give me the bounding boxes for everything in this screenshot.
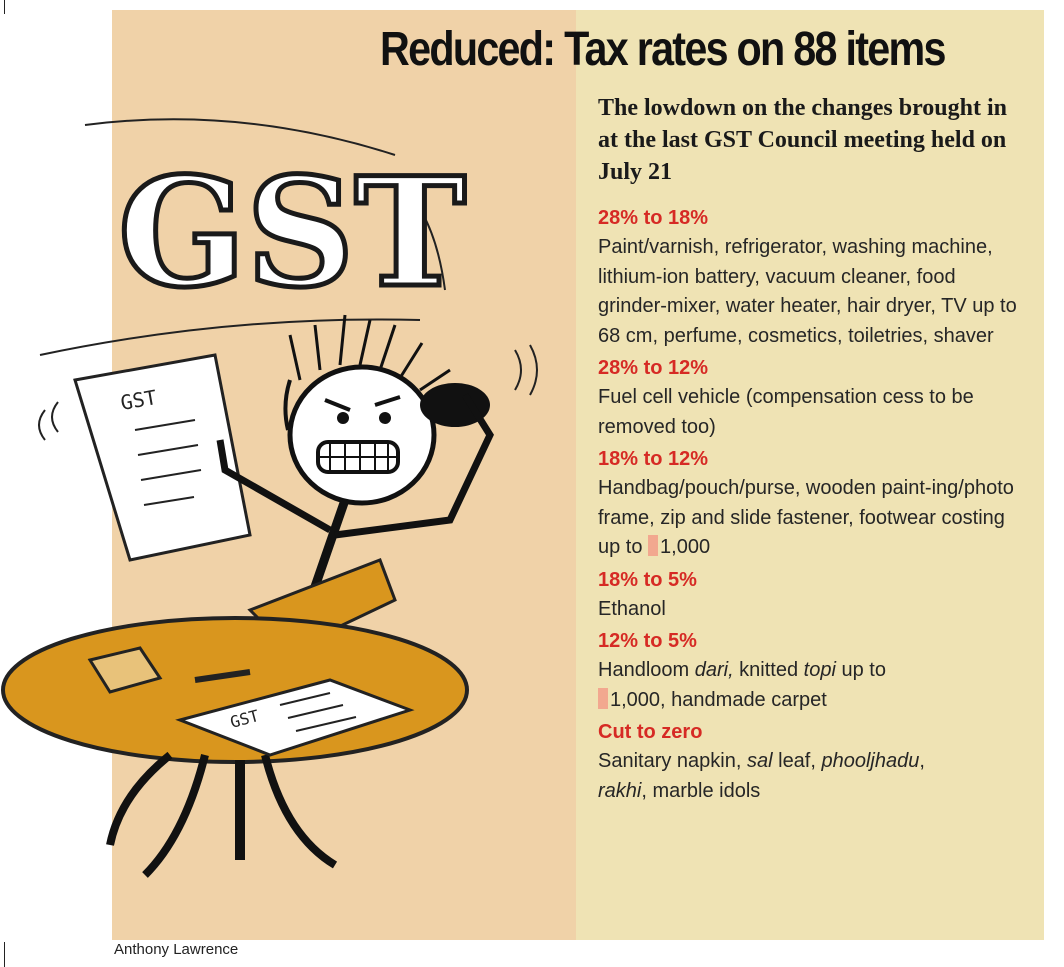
crop-mark-bottom [4,942,5,967]
section-18-to-5: 18% to 5% Ethanol [598,566,1028,625]
items-text: knitted [733,659,804,681]
section-12-to-5: 12% to 5% Handloom dari, knitted topi up… [598,627,1028,715]
section-heading: 28% to 12% [598,357,709,379]
items-text: Sanitary napkin, [598,750,747,772]
section-items: Handbag/pouch/purse, wooden paint-ing/ph… [598,474,1028,563]
rate-changes-list: 28% to 18% Paint/varnish, refrigerator, … [598,204,1028,809]
section-heading: 18% to 12% [598,448,709,470]
section-28-to-18: 28% to 18% Paint/varnish, refrigerator, … [598,204,1028,351]
items-amount: 1,000 [660,536,711,558]
section-heading: 12% to 5% [598,630,697,652]
table-paper: GST [175,678,415,757]
section-heading: 28% to 18% [598,207,709,229]
items-italic: phooljhadu [821,750,920,772]
items-text: up to [835,659,886,681]
held-paper: GST [38,353,252,562]
gst-cartoon-illustration: GST GST GST [1,118,538,878]
items-text: , marble idols [641,779,761,802]
gst-letters: GST [118,145,466,321]
section-items: Handloom dari, knitted topi up to 1,000, … [598,656,1028,715]
items-italic: sal [746,750,773,772]
illustrator-credit: Anthony Lawrence [114,941,239,958]
rupee-icon [648,535,659,556]
section-items: Paint/varnish, refrigerator, washing mac… [598,236,1017,347]
section-heading: Cut to zero [598,721,703,743]
items-text: Handloom [598,659,695,681]
section-heading: 18% to 5% [598,568,697,591]
subhead: The lowdown on the changes brought in at… [598,95,1007,185]
headline: Reduced: Tax rates on 88 items [380,23,946,76]
rupee-icon [598,687,608,709]
items-italic: topi [803,659,836,681]
section-items: Ethanol [598,597,666,620]
cartoon-head [287,364,437,506]
items-amount: 1,000, handmade carpet [610,688,827,711]
section-cut-to-zero: Cut to zero Sanitary napkin, sal leaf, p… [598,718,1028,806]
items-italic: dari, [694,659,734,681]
section-items: Sanitary napkin, sal leaf, phooljhadu, ra… [598,747,1028,806]
text-panel [576,10,1044,940]
crop-mark-top [4,0,5,14]
items-text: leaf, [772,750,822,772]
items-text: Handbag/pouch/purse, wooden paint-ing/ph… [598,477,1014,558]
section-items: Fuel cell vehicle (compensation cess to … [598,386,974,438]
section-28-to-12: 28% to 12% Fuel cell vehicle (compensati… [598,354,1028,442]
items-text: , [919,750,925,772]
items-italic: rakhi [598,779,642,802]
section-18-to-12: 18% to 12% Handbag/pouch/purse, wooden p… [598,445,1028,563]
